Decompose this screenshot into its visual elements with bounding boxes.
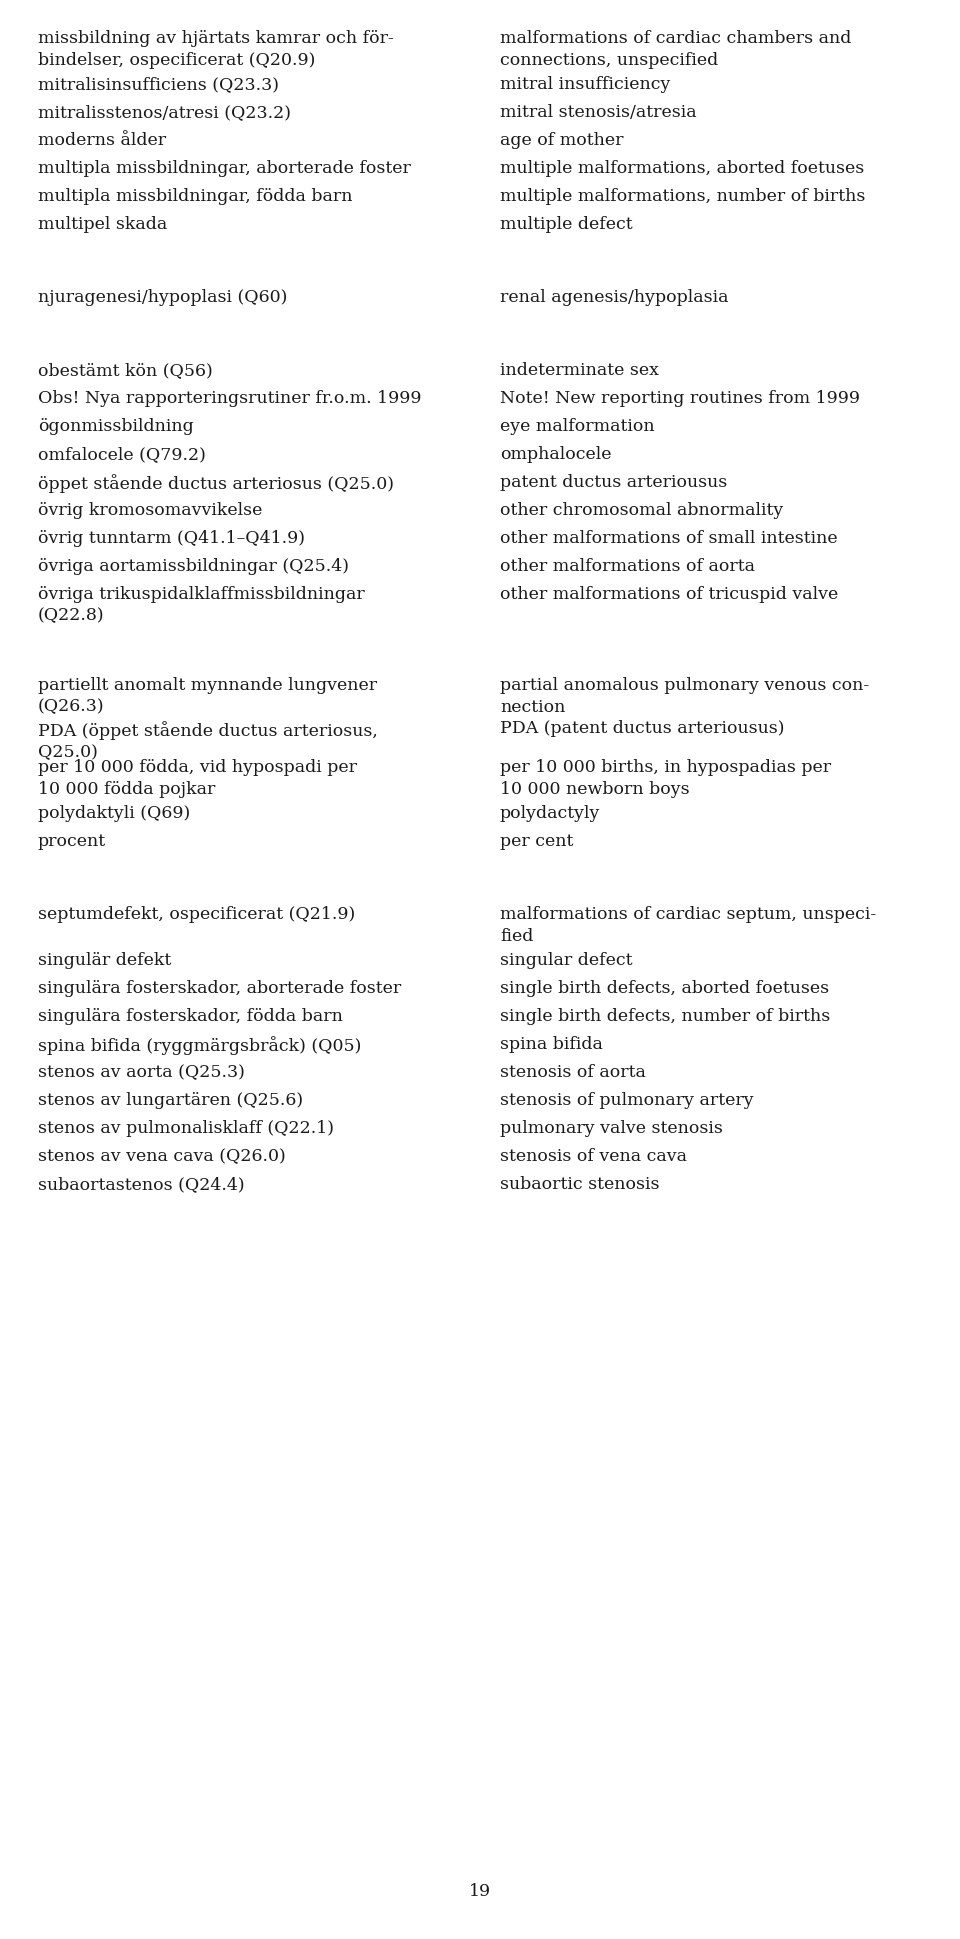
Text: multipla missbildningar, födda barn: multipla missbildningar, födda barn [38, 188, 352, 206]
Text: procent: procent [38, 832, 107, 849]
Text: övriga aortamissbildningar (Q25.4): övriga aortamissbildningar (Q25.4) [38, 558, 349, 574]
Text: singulära fosterskador, aborterade foster: singulära fosterskador, aborterade foste… [38, 979, 401, 997]
Text: multipla missbildningar, aborterade foster: multipla missbildningar, aborterade fost… [38, 159, 411, 176]
Text: stenosis of aorta: stenosis of aorta [500, 1063, 646, 1080]
Text: mitralisstenos/atresi (Q23.2): mitralisstenos/atresi (Q23.2) [38, 105, 291, 120]
Text: övriga trikuspidalklaffmissbildningar
(Q22.8): övriga trikuspidalklaffmissbildningar (Q… [38, 586, 365, 624]
Text: singulära fosterskador, födda barn: singulära fosterskador, födda barn [38, 1008, 343, 1024]
Text: partiellt anomalt mynnande lungvener
(Q26.3)
PDA (öppet stående ductus arteriosu: partiellt anomalt mynnande lungvener (Q2… [38, 677, 378, 760]
Text: övrig kromosomavvikelse: övrig kromosomavvikelse [38, 502, 262, 520]
Text: multiple defect: multiple defect [500, 215, 633, 233]
Text: 19: 19 [468, 1883, 492, 1898]
Text: Note! New reporting routines from 1999: Note! New reporting routines from 1999 [500, 390, 860, 407]
Text: other chromosomal abnormality: other chromosomal abnormality [500, 502, 783, 520]
Text: single birth defects, number of births: single birth defects, number of births [500, 1008, 830, 1024]
Text: öppet stående ductus arteriosus (Q25.0): öppet stående ductus arteriosus (Q25.0) [38, 473, 394, 493]
Text: missbildning av hjärtats kamrar och för-
bindelser, ospecificerat (Q20.9): missbildning av hjärtats kamrar och för-… [38, 29, 394, 68]
Text: multiple malformations, number of births: multiple malformations, number of births [500, 188, 865, 206]
Text: stenos av pulmonalisklaff (Q22.1): stenos av pulmonalisklaff (Q22.1) [38, 1119, 334, 1136]
Text: mitral insufficiency: mitral insufficiency [500, 76, 670, 93]
Text: stenos av vena cava (Q26.0): stenos av vena cava (Q26.0) [38, 1148, 286, 1165]
Text: ögonmissbildning: ögonmissbildning [38, 417, 194, 434]
Text: stenos av lungartären (Q25.6): stenos av lungartären (Q25.6) [38, 1092, 303, 1109]
Text: renal agenesis/hypoplasia: renal agenesis/hypoplasia [500, 289, 729, 306]
Text: omfalocele (Q79.2): omfalocele (Q79.2) [38, 446, 205, 463]
Text: age of mother: age of mother [500, 132, 623, 149]
Text: subaortic stenosis: subaortic stenosis [500, 1175, 660, 1192]
Text: per 10 000 födda, vid hypospadi per
10 000 födda pojkar: per 10 000 födda, vid hypospadi per 10 0… [38, 758, 357, 797]
Text: malformations of cardiac septum, unspeci-
fied: malformations of cardiac septum, unspeci… [500, 906, 876, 944]
Text: multipel skada: multipel skada [38, 215, 167, 233]
Text: per 10 000 births, in hypospadias per
10 000 newborn boys: per 10 000 births, in hypospadias per 10… [500, 758, 831, 797]
Text: indeterminate sex: indeterminate sex [500, 363, 659, 378]
Text: per cent: per cent [500, 832, 573, 849]
Text: moderns ålder: moderns ålder [38, 132, 166, 149]
Text: polydactyly: polydactyly [500, 805, 600, 822]
Text: other malformations of aorta: other malformations of aorta [500, 558, 755, 574]
Text: mitral stenosis/atresia: mitral stenosis/atresia [500, 105, 697, 120]
Text: singulär defekt: singulär defekt [38, 952, 171, 968]
Text: mitralisinsufficiens (Q23.3): mitralisinsufficiens (Q23.3) [38, 76, 279, 93]
Text: other malformations of tricuspid valve: other malformations of tricuspid valve [500, 586, 838, 603]
Text: multiple malformations, aborted foetuses: multiple malformations, aborted foetuses [500, 159, 864, 176]
Text: patent ductus arteriousus: patent ductus arteriousus [500, 473, 728, 491]
Text: pulmonary valve stenosis: pulmonary valve stenosis [500, 1119, 723, 1136]
Text: polydaktyli (Q69): polydaktyli (Q69) [38, 805, 190, 822]
Text: malformations of cardiac chambers and
connections, unspecified: malformations of cardiac chambers and co… [500, 29, 852, 68]
Text: spina bifida: spina bifida [500, 1035, 603, 1053]
Text: other malformations of small intestine: other malformations of small intestine [500, 529, 838, 547]
Text: omphalocele: omphalocele [500, 446, 612, 463]
Text: spina bifida (ryggmärgsbråck) (Q05): spina bifida (ryggmärgsbråck) (Q05) [38, 1035, 361, 1055]
Text: singular defect: singular defect [500, 952, 633, 968]
Text: eye malformation: eye malformation [500, 417, 655, 434]
Text: stenosis of vena cava: stenosis of vena cava [500, 1148, 687, 1165]
Text: Obs! Nya rapporteringsrutiner fr.o.m. 1999: Obs! Nya rapporteringsrutiner fr.o.m. 19… [38, 390, 421, 407]
Text: septumdefekt, ospecificerat (Q21.9): septumdefekt, ospecificerat (Q21.9) [38, 906, 355, 923]
Text: partial anomalous pulmonary venous con-
nection
PDA (patent ductus arteriousus): partial anomalous pulmonary venous con- … [500, 677, 869, 737]
Text: subaortastenos (Q24.4): subaortastenos (Q24.4) [38, 1175, 245, 1192]
Text: single birth defects, aborted foetuses: single birth defects, aborted foetuses [500, 979, 829, 997]
Text: övrig tunntarm (Q41.1–Q41.9): övrig tunntarm (Q41.1–Q41.9) [38, 529, 305, 547]
Text: stenos av aorta (Q25.3): stenos av aorta (Q25.3) [38, 1063, 245, 1080]
Text: obestämt kön (Q56): obestämt kön (Q56) [38, 363, 213, 378]
Text: stenosis of pulmonary artery: stenosis of pulmonary artery [500, 1092, 754, 1109]
Text: njuragenesi/hypoplasi (Q60): njuragenesi/hypoplasi (Q60) [38, 289, 287, 306]
